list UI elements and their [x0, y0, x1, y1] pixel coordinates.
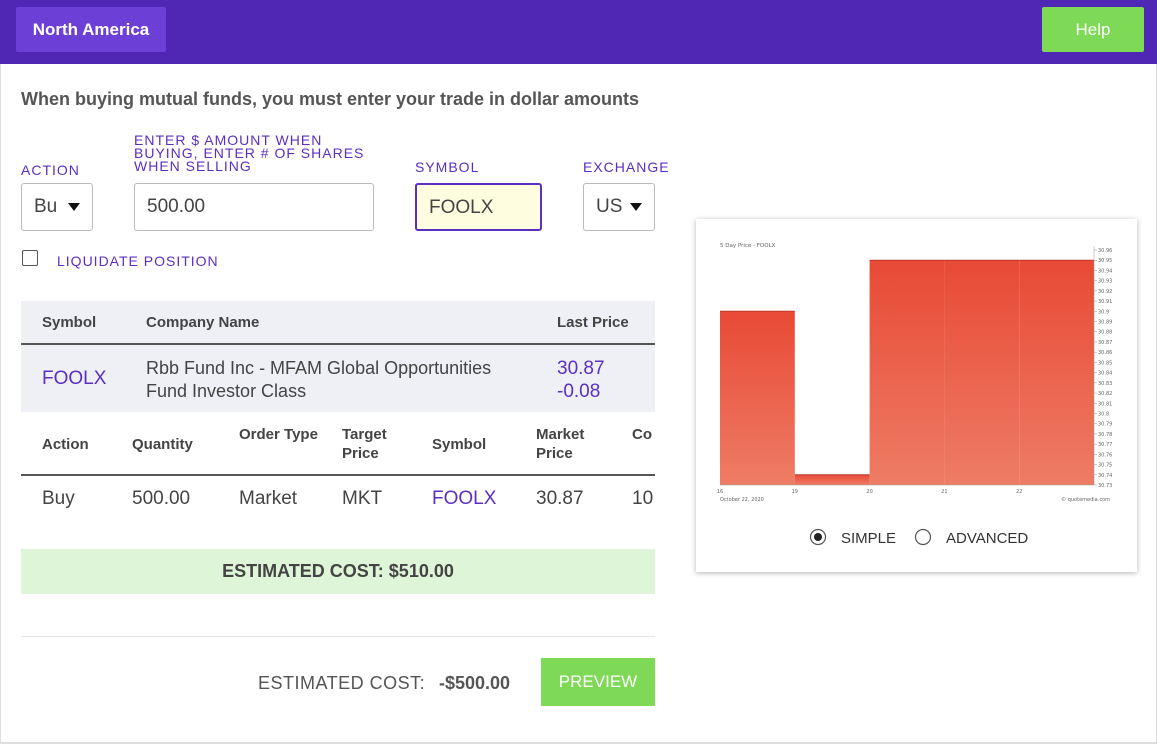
quote-header: Company Name: [146, 314, 260, 331]
order-header: Target Price: [342, 426, 387, 462]
y-tick-label: 30.76: [1098, 452, 1112, 458]
mode-radio[interactable]: [914, 528, 932, 546]
help-button[interactable]: Help: [1042, 7, 1144, 52]
y-tick-label: 30.91: [1098, 299, 1112, 305]
region-button[interactable]: North America: [16, 7, 166, 52]
order-header: Market Price: [536, 426, 585, 462]
chart-title: 5 Day Price - FOOLX: [720, 243, 776, 249]
y-tick-label: 30.78: [1098, 432, 1112, 438]
chart-card: 5 Day Price - FOOLX 30.73 30.74 30.75 30.76 3…: [696, 219, 1137, 572]
order-cell[interactable]: FOOLX: [432, 488, 497, 509]
order-header-rule: [21, 474, 655, 476]
y-tick-label: 30.85: [1098, 360, 1112, 366]
order-cell: 10: [632, 488, 654, 509]
y-tick-label: 30.75: [1098, 463, 1112, 469]
liquidate-label: LIQUIDATE POSITION: [57, 253, 219, 269]
order-header: Co: [632, 426, 652, 443]
y-tick-label: 30.93: [1098, 279, 1112, 285]
price-area: [1019, 260, 1094, 485]
liquidate-checkbox[interactable]: [22, 250, 38, 266]
amount-label: ENTER $ AMOUNT WHEN BUYING, ENTER # OF S…: [134, 132, 365, 174]
x-tick-label: 22: [1016, 489, 1022, 495]
y-tick-label: 30.74: [1098, 473, 1112, 479]
exchange-label: EXCHANGE: [583, 159, 670, 175]
mode-label: SIMPLE: [841, 530, 896, 547]
y-tick-label: 30.89: [1098, 320, 1112, 326]
quote-header: Symbol: [42, 314, 97, 331]
company-name: Rbb Fund Inc - MFAM Global Opportunities…: [146, 358, 492, 401]
x-tick-label: 21: [941, 489, 947, 495]
footer-value: -$500.00: [439, 673, 511, 693]
y-tick-label: 30.86: [1098, 350, 1112, 356]
help-label: Help: [1075, 20, 1111, 39]
y-tick-label: 30.84: [1098, 371, 1112, 377]
price-area: [794, 474, 870, 485]
quote-header: Last Price: [557, 314, 629, 331]
price-chart: 5 Day Price - FOOLX 30.73 30.74 30.75 30.76 3…: [717, 243, 1113, 547]
action-label: ACTION: [21, 162, 80, 178]
y-tick-label: 30.96: [1098, 248, 1112, 254]
order-header: Symbol: [432, 436, 487, 453]
y-tick-label: 30.95: [1098, 258, 1112, 264]
symbol-input[interactable]: FOOLX: [415, 183, 542, 231]
y-tick-label: 30.8: [1098, 411, 1109, 417]
y-tick-label: 30.94: [1098, 268, 1112, 274]
order-cell: Buy: [42, 488, 75, 509]
mode-label: ADVANCED: [946, 530, 1028, 547]
y-tick-label: 30.92: [1098, 289, 1112, 295]
order-cell: 500.00: [132, 488, 191, 509]
price-area: [720, 311, 795, 485]
estimate-banner: ESTIMATED COST: $510.00: [21, 549, 655, 594]
order-header: Quantity: [132, 436, 193, 453]
notice: When buying mutual funds, you must enter…: [21, 89, 640, 109]
y-tick-label: 30.79: [1098, 422, 1112, 428]
x-tick-label: 16: [717, 489, 723, 495]
y-tick-label: 30.82: [1098, 391, 1112, 397]
y-tick-label: 30.87: [1098, 340, 1112, 346]
price-area: [944, 260, 1020, 485]
action-value: Bu: [34, 196, 58, 217]
order-cell: Market: [239, 488, 298, 509]
top-bar: [0, 0, 1157, 64]
last-price: 30.87: [557, 358, 605, 379]
y-tick-label: 30.73: [1098, 483, 1112, 489]
price-area: [869, 260, 945, 485]
y-tick-label: 30.77: [1098, 442, 1112, 448]
footer-label: ESTIMATED COST:: [258, 673, 426, 693]
chart-credit: © quotemedia.com: [1061, 496, 1110, 503]
chart-date: October 22, 2020: [720, 497, 764, 503]
x-tick-label: 20: [866, 489, 872, 495]
x-tick-label: 19: [792, 489, 798, 495]
quote-symbol[interactable]: FOOLX: [42, 368, 107, 389]
amount-input[interactable]: 500.00: [134, 183, 374, 231]
order-cell: MKT: [342, 488, 383, 509]
order-header: Order Type: [239, 426, 318, 443]
y-tick-label: 30.88: [1098, 330, 1112, 336]
exchange-select[interactable]: US: [583, 183, 655, 231]
quote-header-rule: [21, 343, 655, 345]
order-cell: 30.87: [536, 488, 584, 509]
action-select[interactable]: Bu: [21, 183, 93, 231]
exchange-value: US: [596, 196, 623, 217]
y-tick-label: 30.83: [1098, 381, 1112, 387]
separator: [21, 636, 655, 637]
symbol-label: SYMBOL: [415, 159, 480, 175]
y-tick-label: 30.81: [1098, 401, 1112, 407]
preview-button[interactable]: PREVIEW: [541, 658, 655, 706]
price-change: -0.08: [557, 381, 601, 402]
quote-table-bg: [21, 301, 655, 412]
order-header: Action: [42, 436, 89, 453]
y-tick-label: 30.9: [1098, 309, 1109, 315]
mode-radio-dot: [814, 533, 822, 541]
